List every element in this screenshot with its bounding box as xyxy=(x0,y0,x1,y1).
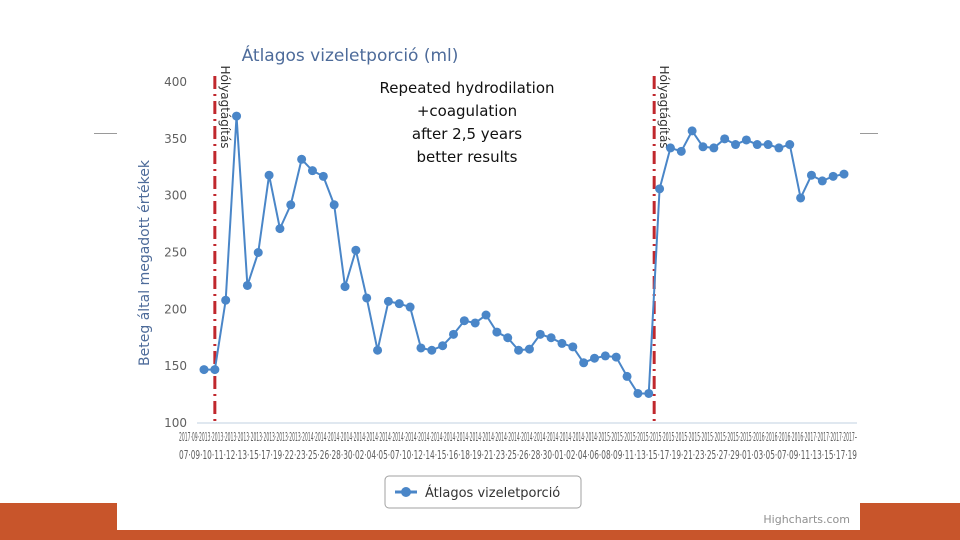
data-point[interactable] xyxy=(264,170,274,180)
data-point[interactable] xyxy=(286,200,296,210)
data-point[interactable] xyxy=(774,143,784,153)
legend-marker xyxy=(401,487,411,497)
y-tick-label: 400 xyxy=(164,75,187,89)
y-tick-label: 300 xyxy=(164,189,187,203)
data-point[interactable] xyxy=(839,169,849,179)
data-point[interactable] xyxy=(633,388,643,398)
data-point[interactable] xyxy=(806,170,816,180)
data-point[interactable] xyxy=(698,142,708,152)
chart-panel: Átlagos vizeletporció (ml) Beteg által m… xyxy=(117,40,860,530)
data-point[interactable] xyxy=(242,280,252,290)
x-tick-row-years: 2017·09·2013·2013·2013·2013·2013·2013·20… xyxy=(179,430,857,444)
event-line-label-1: Hólyagtágítás xyxy=(218,65,232,148)
data-point[interactable] xyxy=(253,248,263,257)
data-point[interactable] xyxy=(427,345,437,355)
data-point[interactable] xyxy=(687,126,697,136)
data-point[interactable] xyxy=(709,143,719,153)
data-point[interactable] xyxy=(535,329,545,339)
line-chart: Átlagos vizeletporció (ml) Beteg által m… xyxy=(137,44,857,526)
data-point[interactable] xyxy=(752,140,762,150)
data-point[interactable] xyxy=(665,143,675,153)
y-axis-ticks: 100 150 200 250 300 350 400 xyxy=(164,75,187,430)
data-point[interactable] xyxy=(763,140,773,150)
data-point[interactable] xyxy=(438,341,448,351)
legend[interactable]: Átlagos vizeletporció xyxy=(384,475,582,509)
data-point[interactable] xyxy=(590,353,600,363)
x-tick-row-days: 07·09·10·11·12·13·15·17·19·22·23·25·26·2… xyxy=(179,448,857,462)
data-point[interactable] xyxy=(221,295,231,305)
data-point[interactable] xyxy=(459,316,469,326)
data-point[interactable] xyxy=(307,166,317,176)
chart-credits-link[interactable]: Highcharts.com xyxy=(763,513,850,526)
data-point[interactable] xyxy=(600,351,610,361)
data-point[interactable] xyxy=(405,302,415,312)
data-point[interactable] xyxy=(557,338,567,348)
data-point[interactable] xyxy=(817,176,827,186)
chart-title: Átlagos vizeletporció (ml) xyxy=(242,44,459,66)
legend-label: Átlagos vizeletporció xyxy=(425,485,560,501)
slide-decoration-line-left xyxy=(94,133,117,134)
data-point[interactable] xyxy=(362,293,372,303)
data-point[interactable] xyxy=(318,171,328,181)
legend-box[interactable] xyxy=(384,475,582,509)
data-point[interactable] xyxy=(210,365,220,375)
annotation-note-line-3: after 2,5 years xyxy=(412,125,522,143)
data-point[interactable] xyxy=(676,146,686,156)
data-point[interactable] xyxy=(720,134,730,144)
annotation-note: Repeated hydrodilation +coagulation afte… xyxy=(379,79,554,166)
y-tick-label: 250 xyxy=(164,246,187,260)
data-point[interactable] xyxy=(383,296,393,306)
event-lines: Hólyagtágítás Hólyagtágítás xyxy=(213,65,671,423)
data-point[interactable] xyxy=(514,345,524,355)
data-point[interactable] xyxy=(199,365,209,375)
annotation-note-line-1: Repeated hydrodilation xyxy=(379,79,554,97)
y-tick-label: 200 xyxy=(164,302,187,316)
data-point[interactable] xyxy=(546,333,556,343)
data-point[interactable] xyxy=(448,329,458,339)
annotation-note-line-4: better results xyxy=(417,148,518,166)
data-point[interactable] xyxy=(503,333,513,343)
data-point[interactable] xyxy=(785,140,795,150)
slide-decoration-line-right xyxy=(860,133,878,134)
series-layer xyxy=(199,111,849,398)
data-point[interactable] xyxy=(297,154,307,164)
y-tick-label: 350 xyxy=(164,132,187,146)
data-point[interactable] xyxy=(579,358,589,368)
y-tick-label: 150 xyxy=(164,359,187,373)
data-point[interactable] xyxy=(373,345,383,355)
data-point[interactable] xyxy=(470,318,480,328)
data-point[interactable] xyxy=(329,200,339,210)
data-point[interactable] xyxy=(731,140,741,150)
data-point[interactable] xyxy=(394,299,404,309)
data-point[interactable] xyxy=(275,224,285,234)
data-point[interactable] xyxy=(828,171,838,181)
annotation-note-line-2: +coagulation xyxy=(417,102,517,120)
data-point[interactable] xyxy=(611,352,621,362)
data-point[interactable] xyxy=(481,310,491,320)
data-point[interactable] xyxy=(232,111,242,121)
data-point[interactable] xyxy=(622,371,632,381)
data-point[interactable] xyxy=(644,388,654,398)
y-tick-label: 100 xyxy=(164,416,187,430)
data-point[interactable] xyxy=(340,282,350,292)
data-point[interactable] xyxy=(741,135,751,145)
data-point[interactable] xyxy=(655,184,665,194)
x-axis-tick-labels: 2017·09·2013·2013·2013·2013·2013·2013·20… xyxy=(179,430,857,462)
data-point[interactable] xyxy=(492,327,502,337)
data-point[interactable] xyxy=(351,245,361,255)
data-point[interactable] xyxy=(796,193,806,203)
event-line-label-2: Hólyagtágítás xyxy=(657,65,671,148)
data-point[interactable] xyxy=(416,343,426,353)
y-axis-label: Beteg által megadott értékek xyxy=(137,159,153,366)
data-point[interactable] xyxy=(568,342,578,352)
data-point[interactable] xyxy=(524,344,534,354)
